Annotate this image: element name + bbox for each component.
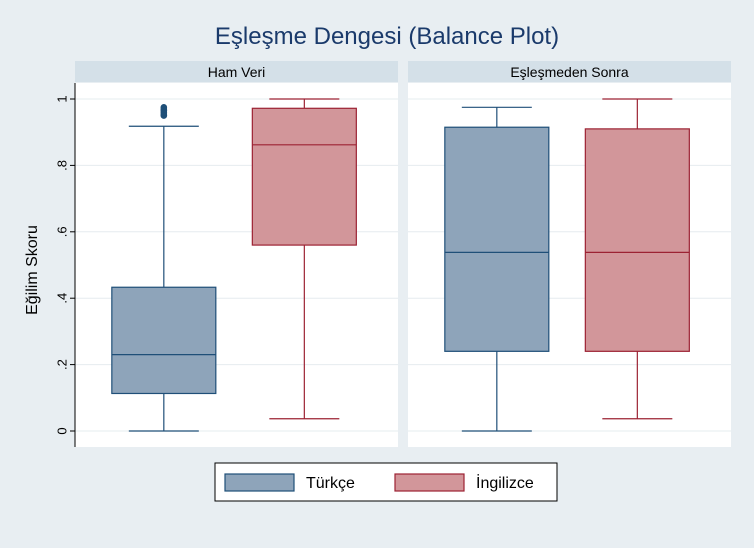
y-tick-label: .6 (55, 226, 70, 237)
y-axis-label: Eğilim Skoru (24, 225, 41, 315)
box-türkçe (111, 104, 217, 432)
panel-header (75, 61, 398, 82)
legend-item-1: İngilizce (394, 473, 534, 492)
legend: Türkçe İngilizce (214, 462, 558, 502)
legend-label: İngilizce (476, 473, 534, 492)
box-iqr (251, 107, 357, 246)
y-tick-label: .4 (55, 293, 70, 304)
box-i̇ngilizce (251, 98, 357, 420)
legend-swatch (394, 473, 465, 492)
panel-0: Ham Veri (75, 61, 398, 447)
y-axis: 0 .2 .4 .6 .8 1 (55, 83, 76, 447)
chart-title: Eşleşme Dengesi (Balance Plot) (215, 23, 559, 50)
outlier-point (160, 104, 168, 111)
panel-title: Eşleşmeden Sonra (510, 64, 629, 80)
panel-1: Eşleşmeden Sonra (408, 61, 731, 447)
box-iqr (111, 286, 217, 395)
y-tick-label: .8 (55, 160, 70, 171)
legend-swatch (224, 473, 295, 492)
box-iqr (444, 126, 550, 352)
box-iqr (584, 128, 690, 352)
y-tick-label: .2 (55, 359, 70, 370)
legend-label: Türkçe (306, 475, 355, 492)
y-tick-label: 0 (55, 427, 70, 434)
panel-header (408, 61, 731, 82)
box-i̇ngilizce (584, 98, 690, 420)
legend-item-0: Türkçe (224, 473, 355, 492)
panel-title: Ham Veri (208, 64, 266, 80)
panels: Ham Veri Eşleşmeden Sonra 0 .2 .4 .6 .8 1 (55, 61, 731, 447)
y-tick-label: 1 (55, 95, 70, 102)
box-türkçe (444, 106, 550, 432)
